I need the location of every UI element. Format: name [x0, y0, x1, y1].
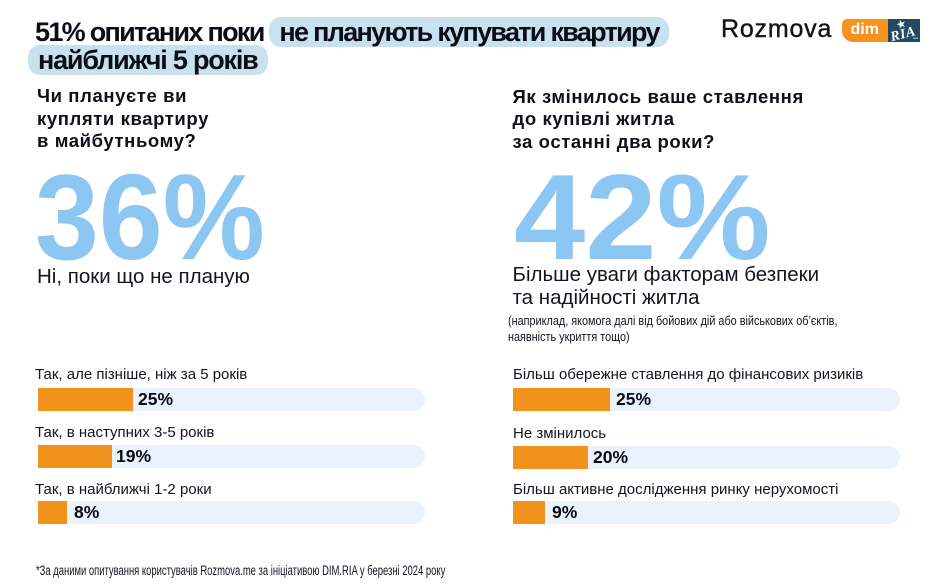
- svg-text:RIA: RIA: [888, 24, 917, 42]
